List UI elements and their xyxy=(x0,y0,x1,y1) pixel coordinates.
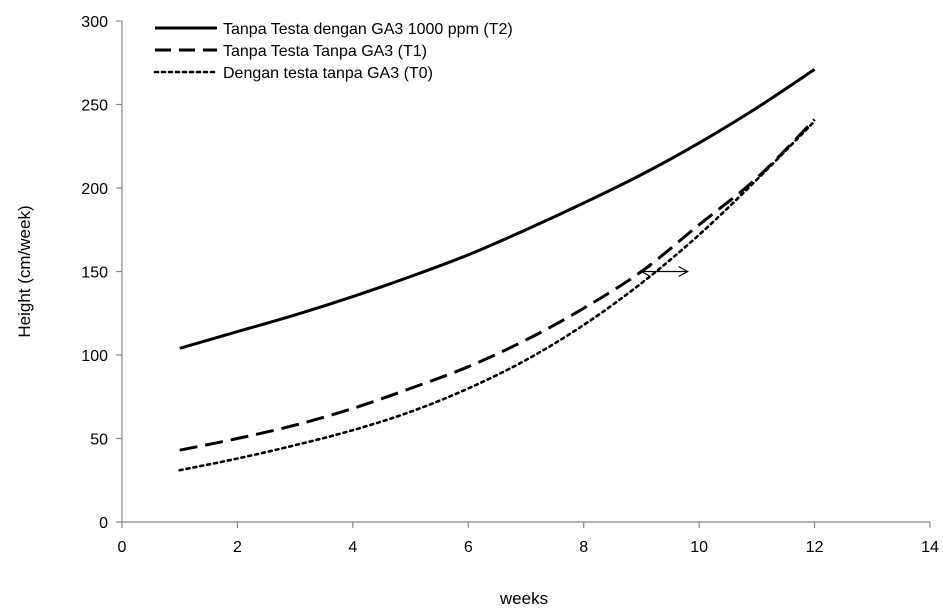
y-tick-label: 300 xyxy=(81,14,108,31)
y-tick-label: 0 xyxy=(99,515,108,532)
x-axis-title: weeks xyxy=(499,589,548,608)
y-tick-label: 50 xyxy=(90,432,108,449)
series-group xyxy=(180,69,815,470)
legend-label-1: Tanpa Testa dengan GA3 1000 ppm (T2) xyxy=(223,21,513,38)
x-tick-label: 2 xyxy=(233,539,242,556)
y-tick-label: 250 xyxy=(81,98,108,115)
series-line-2 xyxy=(180,120,815,451)
x-tick-label: 12 xyxy=(806,539,824,556)
x-tick-label: 10 xyxy=(690,539,708,556)
x-ticks: 0 2 4 6 8 10 12 14 xyxy=(118,522,939,556)
x-tick-label: 8 xyxy=(579,539,588,556)
series-line-3 xyxy=(180,121,815,470)
y-tick-label: 150 xyxy=(81,265,108,282)
legend: Tanpa Testa dengan GA3 1000 ppm (T2) Tanp… xyxy=(155,21,513,82)
annotations xyxy=(641,267,687,277)
legend-label-3: Dengan testa tanpa GA3 (T0) xyxy=(223,65,433,82)
y-axis-title: Height (cm/week) xyxy=(15,205,34,337)
y-ticks: 0 50 100 150 200 250 300 xyxy=(81,14,122,532)
axes xyxy=(122,21,930,522)
x-tick-label: 0 xyxy=(118,539,127,556)
x-tick-label: 6 xyxy=(464,539,473,556)
legend-label-2: Tanpa Testa Tanpa GA3 (T1) xyxy=(223,43,427,60)
y-tick-label: 200 xyxy=(81,181,108,198)
x-tick-label: 4 xyxy=(348,539,357,556)
x-tick-label: 14 xyxy=(921,539,939,556)
y-tick-label: 100 xyxy=(81,348,108,365)
